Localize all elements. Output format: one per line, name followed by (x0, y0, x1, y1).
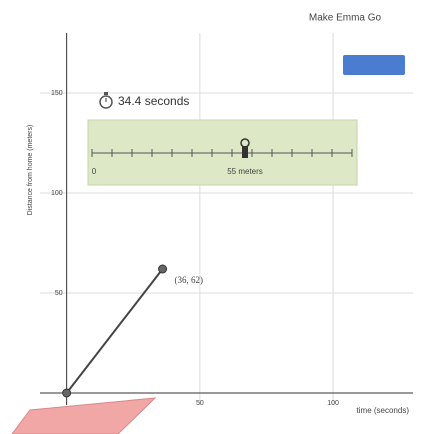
data-point (63, 389, 71, 397)
point-label: (36, 62) (175, 275, 204, 285)
y-tick-label: 150 (51, 90, 63, 97)
x-axis-label: time (seconds) (357, 406, 410, 415)
y-axis-label: Distance from home (meters) (27, 125, 34, 216)
y-tick-label: 50 (55, 290, 63, 297)
x-tick-label: 100 (327, 400, 339, 407)
screen: Make Emma Go 34.4 seconds 0 55 meters 50… (0, 0, 429, 434)
data-point (159, 265, 167, 273)
go-button[interactable] (343, 55, 405, 75)
title: Make Emma Go (309, 13, 382, 24)
y-tick-label: 100 (51, 190, 63, 197)
x-tick-label: 50 (196, 400, 204, 407)
slider-label: 55 meters (227, 167, 263, 176)
slider-min-label: 0 (92, 167, 97, 176)
timer-text: 34.4 seconds (118, 94, 189, 108)
